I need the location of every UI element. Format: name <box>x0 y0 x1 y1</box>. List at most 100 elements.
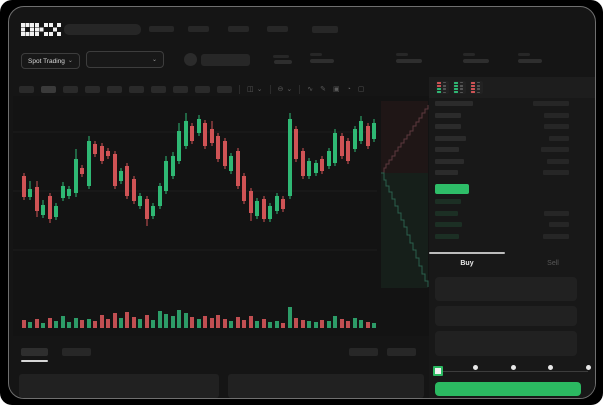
bottom-panel-2 <box>228 374 424 398</box>
bottom-action-button-1[interactable] <box>349 348 378 356</box>
buy-tab-label: Buy <box>460 259 474 267</box>
slider-step-dot[interactable] <box>585 365 591 370</box>
chevron-down-icon: ⌄ <box>67 58 73 64</box>
toolbar-divider <box>269 85 271 94</box>
ticker-stat-3-label <box>463 53 475 56</box>
orderbook-bar[interactable] <box>543 233 569 239</box>
orderbook-bar[interactable] <box>435 199 461 204</box>
token-icon <box>184 53 197 66</box>
orderbook-bar[interactable] <box>435 233 459 239</box>
pair-select[interactable]: ⌄ <box>86 51 164 68</box>
amount-field[interactable] <box>435 306 577 326</box>
orderbook-bar[interactable] <box>435 124 461 129</box>
price-mini-stat-bottom <box>274 60 292 64</box>
orderbook-bar[interactable] <box>533 101 569 106</box>
slider-handle[interactable] <box>433 366 443 376</box>
orderbook-bar[interactable] <box>543 170 569 175</box>
orderbook-bar[interactable] <box>435 147 459 152</box>
bottom-action-button-2[interactable] <box>387 348 416 356</box>
nav-item-4[interactable] <box>267 26 288 32</box>
trading-mode-dropdown[interactable]: Spot Trading ⌄ <box>21 53 80 69</box>
orderbook-bar[interactable] <box>435 210 458 216</box>
orderbook-bar[interactable] <box>544 210 569 216</box>
okx-logo <box>21 23 61 36</box>
draw-icon[interactable]: ✎ <box>320 85 326 93</box>
timeframe-button-3[interactable] <box>63 86 78 93</box>
line-tool-icon[interactable]: ∿ <box>307 85 314 93</box>
slider-step-dot[interactable] <box>548 365 553 370</box>
timeframe-button-5[interactable] <box>107 86 122 93</box>
orderbook-bar[interactable] <box>435 135 466 141</box>
orderbook-bar[interactable] <box>435 101 473 106</box>
orderbook-panel: Buy Sell <box>429 77 595 398</box>
orderbook-bar[interactable] <box>435 222 462 227</box>
timeframe-button-7[interactable] <box>151 86 166 93</box>
orderbook-bar[interactable] <box>541 147 569 152</box>
timeframe-button-8[interactable] <box>173 86 188 93</box>
slider-step-dot[interactable] <box>473 365 478 370</box>
total-field[interactable] <box>435 331 577 356</box>
nav-item-5[interactable] <box>312 26 338 33</box>
sell-tab[interactable]: Sell <box>515 254 591 272</box>
bottom-tab-active-underline <box>21 360 48 362</box>
nav-item-1[interactable] <box>149 26 174 32</box>
orderbook-bar[interactable] <box>435 158 464 164</box>
chart-toolbar: ◫ ⌄ ⊖ ⌄ ∿ ✎ ▣ ◔ ▢ <box>19 84 425 95</box>
last-price-bar[interactable] <box>435 184 469 194</box>
slider-step-dot[interactable] <box>510 365 516 370</box>
toolbar-divider <box>299 85 301 94</box>
timeframe-button-4[interactable] <box>85 86 100 93</box>
orderbook-layout-asks-icon[interactable] <box>470 81 483 94</box>
bottom-tab-active[interactable] <box>21 348 48 356</box>
ticker-stat-2-label <box>396 53 408 56</box>
ticker-stat-2-value <box>396 59 422 63</box>
fullscreen-icon[interactable]: ▢ <box>357 85 365 93</box>
slider-track <box>438 370 588 372</box>
chevron-down-icon[interactable]: ⌄ <box>286 85 293 93</box>
timeframe-button-2[interactable] <box>41 86 56 93</box>
orderbook-bar[interactable] <box>435 112 461 118</box>
indicators-icon[interactable]: ⊖ <box>277 85 284 93</box>
orderbook-layout-combined-icon[interactable] <box>436 81 449 94</box>
snapshot-icon[interactable]: ▣ <box>333 85 340 93</box>
nav-item-2[interactable] <box>188 26 209 32</box>
timeframe-button-9[interactable] <box>195 86 210 93</box>
orderbook-bar[interactable] <box>435 170 458 175</box>
orderbook-bar[interactable] <box>549 135 569 141</box>
nav-item-3[interactable] <box>228 26 249 32</box>
orderbook-bar[interactable] <box>544 124 569 129</box>
search-input[interactable] <box>64 24 141 35</box>
chevron-down-icon: ⌄ <box>151 56 157 63</box>
toolbar-divider <box>239 85 240 94</box>
orderbook-bar[interactable] <box>549 222 569 227</box>
orderbook-rows[interactable] <box>429 77 595 257</box>
bottom-tab-2[interactable] <box>62 348 91 356</box>
price-chart[interactable] <box>13 96 429 336</box>
timeframe-button-10[interactable] <box>217 86 232 93</box>
bottom-panel-1 <box>19 374 219 398</box>
ticker-stat-1-label <box>310 53 322 56</box>
buy-tab-indicator <box>429 252 505 254</box>
amount-slider[interactable] <box>429 365 595 377</box>
buy-button[interactable] <box>435 382 581 396</box>
orderbook-bar[interactable] <box>544 112 569 118</box>
app-window: Spot Trading ⌄ ⌄ ◫ <box>8 6 596 399</box>
sell-tab-label: Sell <box>547 259 559 267</box>
ticker-stat-3-value <box>463 59 489 63</box>
chevron-down-icon[interactable]: ⌄ <box>256 85 263 93</box>
candle-style-icon[interactable]: ◫ <box>247 85 254 93</box>
ticker-stat-4-label <box>518 53 530 56</box>
ticker-stat-1-value <box>310 59 334 63</box>
timer-icon[interactable]: ◔ <box>346 85 351 93</box>
price-field[interactable] <box>435 277 577 301</box>
timeframe-button-6[interactable] <box>129 86 144 93</box>
buy-tab[interactable]: Buy <box>429 254 505 272</box>
chart-area[interactable] <box>13 96 429 336</box>
price-mini-stat-top <box>273 55 289 58</box>
orderbook-toolbar <box>429 77 595 98</box>
ticker-stat-4-value <box>518 59 542 63</box>
timeframe-button-1[interactable] <box>19 86 34 93</box>
orderbook-bar[interactable] <box>547 158 569 164</box>
orderbook-layout-bids-icon[interactable] <box>453 81 466 94</box>
